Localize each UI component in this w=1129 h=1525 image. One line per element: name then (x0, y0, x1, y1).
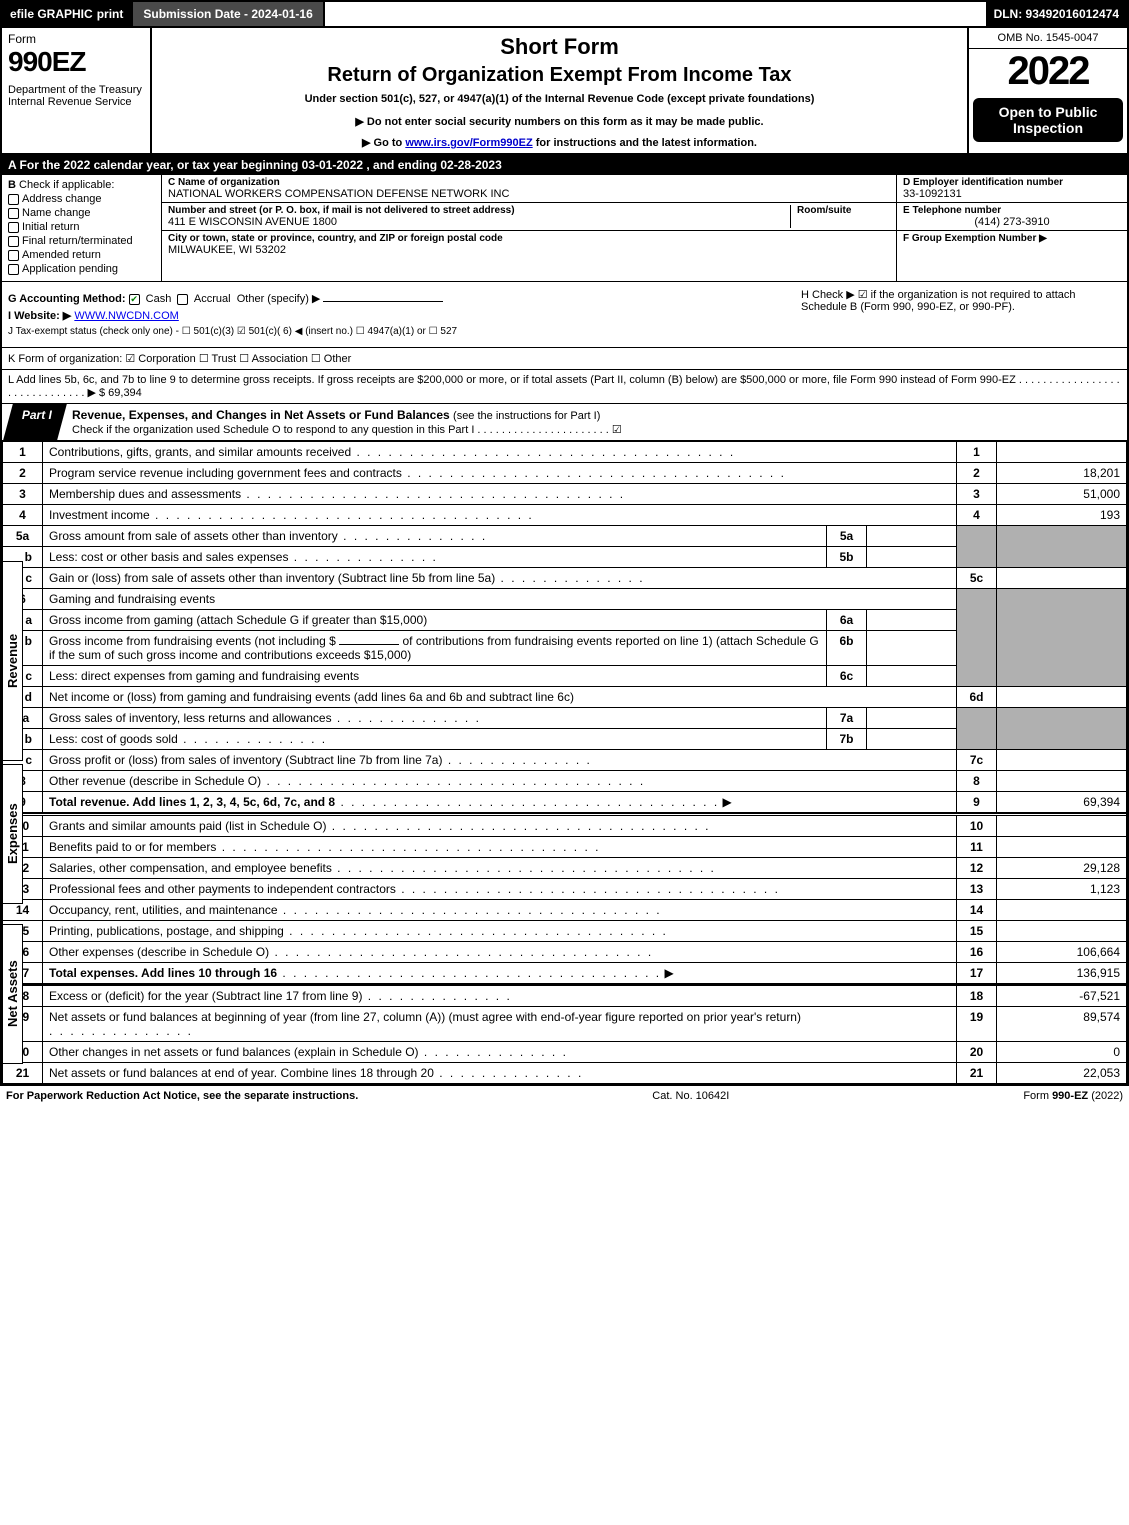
row-6: 6 Gaming and fundraising events (3, 589, 1127, 610)
open-public-badge: Open to Public Inspection (973, 98, 1123, 142)
section-a: A For the 2022 calendar year, or tax yea… (0, 155, 1129, 175)
chk-initial-return[interactable]: Initial return (8, 221, 155, 233)
other-method-field[interactable] (323, 301, 443, 302)
instr2-prefix: ▶ Go to (362, 137, 405, 149)
row-7c: c Gross profit or (loss) from sales of i… (3, 750, 1127, 771)
department-label: Department of the Treasury Internal Reve… (8, 84, 144, 108)
header-right: OMB No. 1545-0047 2022 Open to Public In… (967, 28, 1127, 153)
row-8: 8 Other revenue (describe in Schedule O)… (3, 771, 1127, 792)
section-i: I Website: ▶ WWW.NWCDN.COM (8, 309, 791, 322)
chk-application-pending[interactable]: Application pending (8, 263, 155, 275)
row-17: 17 Total expenses. Add lines 10 through … (3, 962, 1127, 984)
irs-link[interactable]: www.irs.gov/Form990EZ (405, 137, 532, 149)
row-19: 19 Net assets or fund balances at beginn… (3, 1007, 1127, 1042)
vtab-expenses: Expenses (2, 764, 23, 904)
row-16: 16 Other expenses (describe in Schedule … (3, 941, 1127, 962)
room-label: Room/suite (797, 205, 890, 216)
instruction-1: ▶ Do not enter social security numbers o… (162, 115, 957, 128)
row-10: 10 Grants and similar amounts paid (list… (3, 815, 1127, 836)
info-block: B Check if applicable: Address change Na… (0, 175, 1129, 282)
section-g: G Accounting Method: ✔ Cash Accrual Othe… (8, 292, 791, 305)
form-label: Form (8, 32, 144, 46)
row-5c: c Gain or (loss) from sale of assets oth… (3, 568, 1127, 589)
d-label: D Employer identification number (903, 177, 1121, 188)
part1-title: Revenue, Expenses, and Changes in Net As… (62, 404, 1127, 440)
row-11: 11 Benefits paid to or for members 11 (3, 836, 1127, 857)
c-name-label: C Name of organization (168, 177, 890, 188)
c-street-label: Number and street (or P. O. box, if mail… (168, 205, 790, 216)
efile-link[interactable]: efile GRAPHIC print (2, 2, 131, 26)
row-7a: 7a Gross sales of inventory, less return… (3, 708, 1127, 729)
org-street: 411 E WISCONSIN AVENUE 1800 (168, 216, 790, 228)
footer-right: Form 990-EZ (2022) (1023, 1090, 1123, 1102)
org-city: MILWAUKEE, WI 53202 (168, 244, 890, 256)
chk-cash[interactable]: ✔ (129, 294, 140, 305)
part1-subtext: Check if the organization used Schedule … (72, 424, 622, 436)
subtitle: Under section 501(c), 527, or 4947(a)(1)… (162, 93, 957, 105)
chk-name-change[interactable]: Name change (8, 207, 155, 219)
part1-header: Part I Revenue, Expenses, and Changes in… (0, 404, 1129, 441)
instruction-2: ▶ Go to www.irs.gov/Form990EZ for instru… (162, 136, 957, 149)
page-footer: For Paperwork Reduction Act Notice, see … (0, 1084, 1129, 1106)
header-block: Form 990EZ Department of the Treasury In… (0, 28, 1129, 155)
phone-value: (414) 273-3910 (903, 216, 1121, 228)
chk-amended-return[interactable]: Amended return (8, 249, 155, 261)
chk-accrual[interactable] (177, 294, 188, 305)
omb-number: OMB No. 1545-0047 (969, 28, 1127, 49)
row-18: 18 Excess or (deficit) for the year (Sub… (3, 986, 1127, 1007)
section-c: C Name of organization NATIONAL WORKERS … (162, 175, 897, 281)
section-h: H Check ▶ ☑ if the organization is not r… (791, 288, 1121, 341)
part1-tab: Part I (3, 404, 67, 440)
vtab-revenue: Revenue (2, 561, 23, 761)
row-3: 3 Membership dues and assessments 3 51,0… (3, 484, 1127, 505)
row-21: 21 Net assets or fund balances at end of… (3, 1063, 1127, 1084)
header-center: Short Form Return of Organization Exempt… (152, 28, 967, 153)
row-13: 13 Professional fees and other payments … (3, 878, 1127, 899)
ledger-table: 1 Contributions, gifts, grants, and simi… (2, 441, 1127, 1084)
tax-year: 2022 (969, 49, 1127, 94)
row-4: 4 Investment income 4 193 (3, 505, 1127, 526)
topbar-spacer (325, 2, 986, 26)
footer-left: For Paperwork Reduction Act Notice, see … (6, 1090, 358, 1102)
main-title: Return of Organization Exempt From Incom… (162, 64, 957, 87)
b-label: B (8, 179, 16, 191)
vtab-netassets: Net Assets (2, 924, 23, 1064)
ein-value: 33-1092131 (903, 188, 1121, 200)
section-k: K Form of organization: ☑ Corporation ☐ … (0, 348, 1129, 370)
row-9: 9 Total revenue. Add lines 1, 2, 3, 4, 5… (3, 792, 1127, 814)
chk-address-change[interactable]: Address change (8, 193, 155, 205)
chk-final-return[interactable]: Final return/terminated (8, 235, 155, 247)
submission-date: Submission Date - 2024-01-16 (131, 2, 324, 26)
row-5a: 5a Gross amount from sale of assets othe… (3, 526, 1127, 547)
ledger-wrap: Revenue Expenses Net Assets 1 Contributi… (0, 441, 1129, 1084)
org-name: NATIONAL WORKERS COMPENSATION DEFENSE NE… (168, 188, 890, 200)
row-15: 15 Printing, publications, postage, and … (3, 920, 1127, 941)
section-de: D Employer identification number 33-1092… (897, 175, 1127, 281)
section-l: L Add lines 5b, 6c, and 7b to line 9 to … (0, 370, 1129, 404)
section-b: B Check if applicable: Address change Na… (2, 175, 162, 281)
row-2: 2 Program service revenue including gove… (3, 463, 1127, 484)
row-1: 1 Contributions, gifts, grants, and simi… (3, 442, 1127, 463)
gh-block: G Accounting Method: ✔ Cash Accrual Othe… (0, 282, 1129, 348)
footer-center: Cat. No. 10642I (652, 1090, 729, 1102)
efile-label: efile GRAPHIC (10, 7, 93, 21)
short-form-title: Short Form (162, 34, 957, 60)
print-link[interactable]: print (97, 7, 124, 21)
header-left: Form 990EZ Department of the Treasury In… (2, 28, 152, 153)
top-bar: efile GRAPHIC print Submission Date - 20… (0, 0, 1129, 28)
row-6d: d Net income or (loss) from gaming and f… (3, 687, 1127, 708)
section-j: J Tax-exempt status (check only one) - ☐… (8, 326, 791, 337)
instr2-suffix: for instructions and the latest informat… (533, 137, 757, 149)
website-link[interactable]: WWW.NWCDN.COM (74, 310, 178, 322)
row-20: 20 Other changes in net assets or fund b… (3, 1042, 1127, 1063)
gh-left: G Accounting Method: ✔ Cash Accrual Othe… (8, 288, 791, 341)
e-label: E Telephone number (903, 205, 1121, 216)
row-14: 14 Occupancy, rent, utilities, and maint… (3, 899, 1127, 920)
f-label: F Group Exemption Number ▶ (903, 233, 1121, 244)
form-number: 990EZ (8, 46, 144, 78)
b-text: Check if applicable: (19, 179, 114, 191)
c-city-label: City or town, state or province, country… (168, 233, 890, 244)
dln-number: DLN: 93492016012474 (986, 2, 1127, 26)
row-12: 12 Salaries, other compensation, and emp… (3, 857, 1127, 878)
